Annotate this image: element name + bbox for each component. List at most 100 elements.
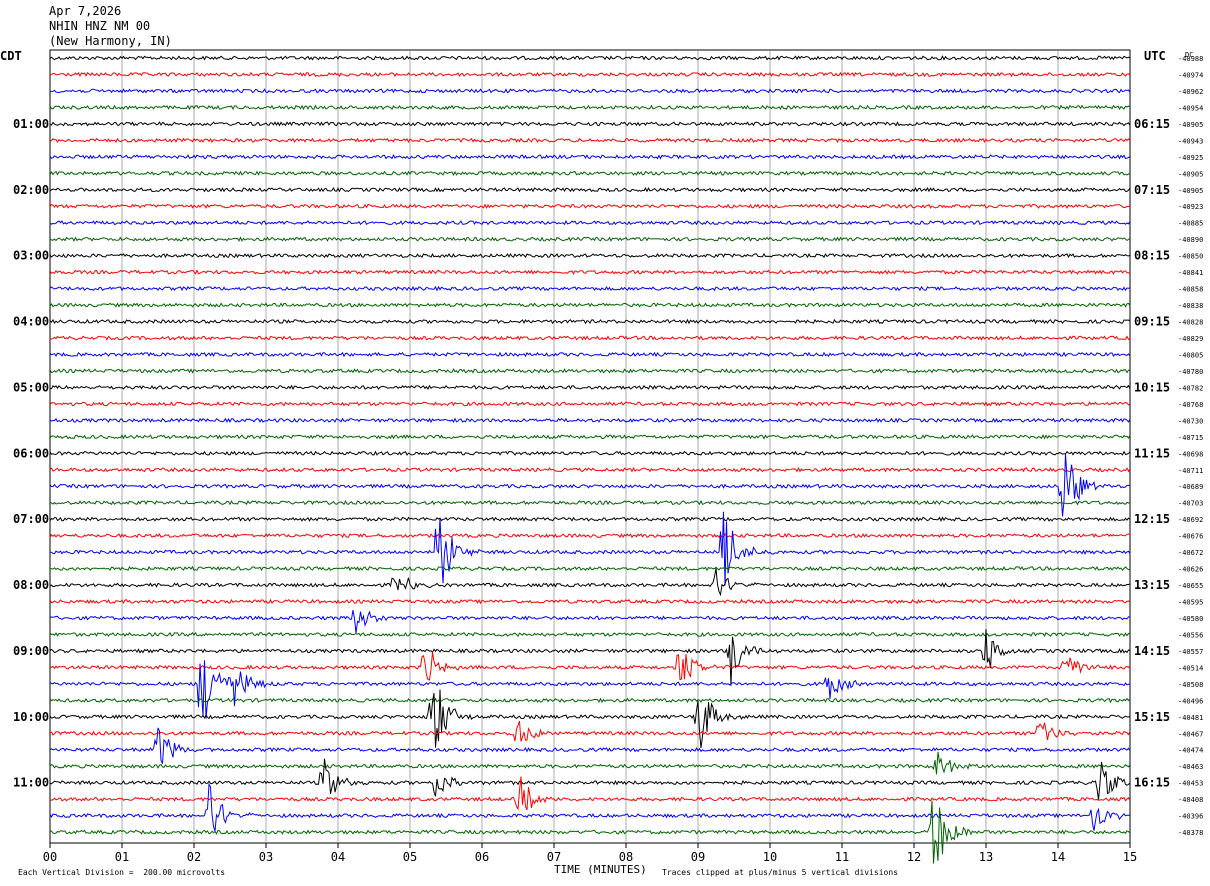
x-tick-label: 04 — [331, 850, 345, 864]
dc-offset-label: -40711 — [1178, 467, 1203, 475]
dc-offset-label: -40508 — [1178, 681, 1203, 689]
trace-11 — [49, 236, 1131, 243]
left-hour-label: 01:00 — [13, 117, 49, 131]
left-hour-label: 09:00 — [13, 644, 49, 658]
dc-offset-label: -40838 — [1178, 302, 1203, 310]
x-tick-label: 14 — [1051, 850, 1065, 864]
dc-offset-label: -40692 — [1178, 516, 1203, 524]
dc-offset-label: -40703 — [1178, 500, 1203, 508]
dc-offset-label: -40974 — [1178, 71, 1203, 79]
trace-43 — [49, 751, 1131, 775]
trace-20 — [49, 384, 1131, 391]
scale-note: Each Vertical Division = 200.00 microvol… — [18, 868, 225, 877]
right-hour-label: 10:15 — [1134, 380, 1170, 394]
dc-offset-label: -40829 — [1178, 335, 1203, 343]
left-hour-label: 11:00 — [13, 776, 49, 790]
dc-offset-label: -40676 — [1178, 533, 1203, 541]
header-location: (New Harmony, IN) — [49, 34, 172, 48]
trace-24 — [49, 450, 1131, 456]
dc-offset-label: -40595 — [1178, 599, 1203, 607]
trace-19 — [49, 368, 1131, 374]
trace-17 — [49, 335, 1131, 341]
dc-offset-label: -40453 — [1178, 780, 1203, 788]
trace-6 — [49, 153, 1131, 160]
trace-42 — [49, 727, 1131, 764]
right-hour-label: 14:15 — [1134, 644, 1170, 658]
dc-offset-label: -40780 — [1178, 368, 1203, 376]
dc-offset-label: -40626 — [1178, 566, 1203, 574]
dc-offset-label: -40988 — [1178, 55, 1203, 63]
trace-35 — [49, 631, 1131, 638]
dc-offset-label: -40954 — [1178, 104, 1203, 112]
seismic-traces — [49, 55, 1131, 864]
trace-22 — [49, 417, 1131, 424]
x-tick-label: 15 — [1123, 850, 1137, 864]
dc-offset-label: -40557 — [1178, 648, 1203, 656]
dc-offset-label: -40467 — [1178, 730, 1203, 738]
trace-10 — [49, 219, 1131, 226]
dc-offset-label: -40925 — [1178, 154, 1203, 162]
x-tick-label: 00 — [43, 850, 57, 864]
trace-7 — [49, 170, 1131, 176]
trace-26 — [49, 453, 1131, 517]
xaxis-title: TIME (MINUTES) — [554, 863, 647, 876]
trace-5 — [49, 137, 1131, 144]
trace-4 — [49, 121, 1131, 127]
dc-offset-label: -40923 — [1178, 203, 1203, 211]
trace-46 — [49, 782, 1131, 832]
trace-27 — [49, 499, 1131, 506]
minute-gridlines — [49, 50, 1131, 848]
dc-offset-label: -40858 — [1178, 286, 1203, 294]
dc-offset-label: -40885 — [1178, 220, 1203, 228]
trace-16 — [49, 318, 1131, 325]
left-hour-label: 02:00 — [13, 183, 49, 197]
dc-offset-label: -40408 — [1178, 796, 1203, 804]
left-timezone-label: CDT — [0, 49, 22, 63]
dc-offset-label: -40850 — [1178, 253, 1203, 261]
trace-38 — [49, 660, 1131, 719]
x-tick-label: 06 — [475, 850, 489, 864]
header-station: NHIN HNZ NM 00 — [49, 19, 151, 33]
left-hour-label: 07:00 — [13, 512, 49, 526]
trace-32 — [49, 568, 1131, 597]
trace-25 — [49, 466, 1131, 473]
dc-offset-label: -40715 — [1178, 434, 1203, 442]
trace-36 — [49, 629, 1131, 686]
right-hour-label: 12:15 — [1134, 512, 1170, 526]
left-hour-label: 04:00 — [13, 315, 49, 329]
x-tick-label: 11 — [835, 850, 849, 864]
left-hour-label: 08:00 — [13, 578, 49, 592]
dc-offset-label: -40905 — [1178, 170, 1203, 178]
dc-offset-label: -40496 — [1178, 697, 1203, 705]
x-tick-label: 10 — [763, 850, 777, 864]
trace-39 — [49, 697, 1131, 704]
x-tick-label: 09 — [691, 850, 705, 864]
dc-offset-label: -40890 — [1178, 236, 1203, 244]
x-tick-label: 02 — [187, 850, 201, 864]
right-hour-label: 09:15 — [1134, 315, 1170, 329]
dc-offset-label: -40768 — [1178, 401, 1203, 409]
dc-offset-label: -40828 — [1178, 319, 1203, 327]
right-hour-label: 15:15 — [1134, 710, 1170, 724]
x-tick-label: 07 — [547, 850, 561, 864]
plot-frame — [49, 49, 1131, 844]
left-hour-label: 03:00 — [13, 249, 49, 263]
x-tick-label: 05 — [403, 850, 417, 864]
dc-offset-label: -40481 — [1178, 714, 1203, 722]
trace-9 — [49, 203, 1131, 209]
trace-31 — [49, 565, 1130, 572]
trace-13 — [49, 269, 1131, 275]
left-hour-label: 10:00 — [13, 710, 49, 724]
left-hour-label: 06:00 — [13, 446, 49, 460]
trace-21 — [49, 401, 1131, 407]
x-tick-label: 08 — [619, 850, 633, 864]
trace-8 — [49, 187, 1131, 193]
dc-offset-label: -40378 — [1178, 829, 1203, 837]
dc-offset-label: -40463 — [1178, 763, 1203, 771]
trace-12 — [49, 252, 1131, 259]
right-timezone-label: UTC — [1144, 49, 1166, 63]
right-hour-label: 11:15 — [1134, 446, 1170, 460]
dc-offset-label: -40655 — [1178, 582, 1203, 590]
trace-44 — [49, 758, 1131, 800]
clip-note: Traces clipped at plus/minus 5 vertical … — [662, 868, 898, 877]
